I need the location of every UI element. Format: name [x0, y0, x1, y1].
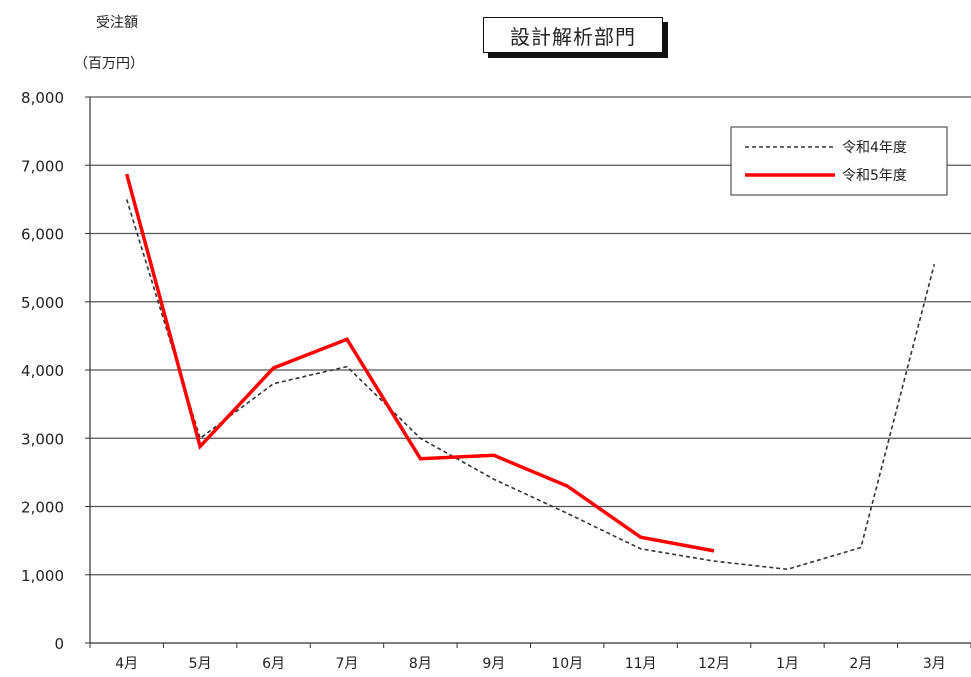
x-tick-label: 2月 [849, 656, 872, 672]
y-axis-label-line2: （百万円） [74, 56, 144, 72]
y-tick-label: 6,000 [21, 226, 64, 244]
x-tick-label: 4月 [115, 656, 138, 672]
y-tick-label: 1,000 [21, 567, 64, 585]
legend-label-1: 令和4年度 [842, 140, 907, 156]
y-tick-label: 4,000 [21, 362, 64, 380]
y-tick-label: 2,000 [21, 499, 64, 517]
x-tick-label: 12月 [698, 656, 730, 672]
y-tick-label: 0 [54, 635, 64, 653]
x-tick-label: 1月 [776, 656, 799, 672]
x-tick-label: 3月 [923, 656, 946, 672]
x-tick-label: 6月 [262, 656, 285, 672]
y-axis-label-line1: 受注額 [96, 15, 138, 31]
x-tick-label: 5月 [189, 656, 212, 672]
x-tick-label: 11月 [625, 656, 657, 672]
y-tick-label: 3,000 [21, 430, 64, 448]
x-tick-label: 8月 [409, 656, 432, 672]
x-tick-label: 9月 [482, 656, 505, 672]
series-line-1 [125, 199, 936, 571]
series-line-2 [125, 173, 715, 553]
y-tick-label: 7,000 [21, 157, 64, 175]
chart-title: 設計解析部門 [483, 17, 663, 53]
legend-box [730, 126, 948, 196]
y-tick-label: 5,000 [21, 294, 64, 312]
legend-label-2: 令和5年度 [842, 168, 907, 184]
y-tick-label: 8,000 [21, 89, 64, 107]
x-tick-label: 7月 [335, 656, 358, 672]
x-tick-label: 10月 [551, 656, 583, 672]
